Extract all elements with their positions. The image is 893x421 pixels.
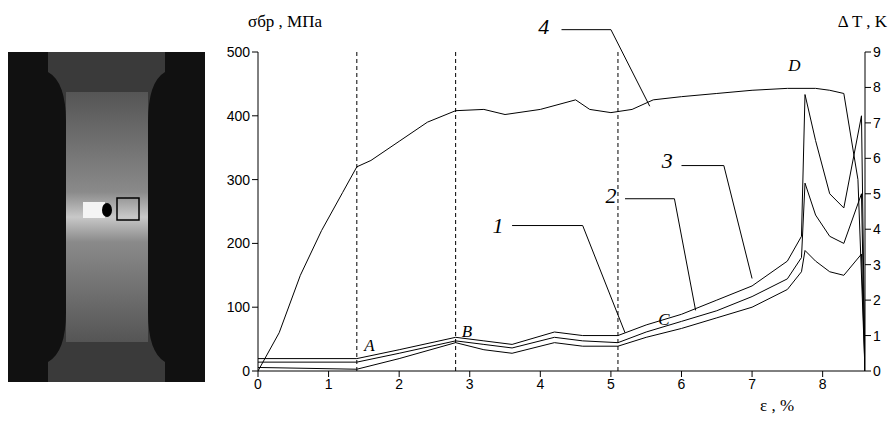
- svg-text:0: 0: [254, 376, 262, 392]
- svg-text:6: 6: [678, 376, 686, 392]
- svg-text:7: 7: [873, 115, 881, 131]
- svg-text:A: A: [363, 336, 375, 355]
- svg-text:0: 0: [242, 363, 250, 379]
- svg-text:4: 4: [536, 376, 544, 392]
- svg-text:2: 2: [605, 183, 616, 208]
- svg-text:5: 5: [607, 376, 615, 392]
- svg-text:8: 8: [873, 79, 881, 95]
- svg-text:D: D: [787, 56, 801, 75]
- html-text:σбр , МПа: σбр , МПа: [248, 12, 322, 31]
- svg-text:7: 7: [748, 376, 756, 392]
- svg-text:3: 3: [466, 376, 474, 392]
- svg-text:3: 3: [661, 148, 673, 173]
- svg-text:300: 300: [227, 172, 251, 188]
- svg-text:B: B: [462, 322, 473, 341]
- svg-text:4: 4: [538, 14, 549, 39]
- svg-text:500: 500: [227, 44, 251, 60]
- svg-text:6: 6: [873, 150, 881, 166]
- svg-text:5: 5: [873, 186, 881, 202]
- svg-text:2: 2: [395, 376, 403, 392]
- svg-text:2: 2: [873, 292, 881, 308]
- svg-text:1: 1: [492, 213, 503, 238]
- svg-text:0: 0: [873, 363, 881, 379]
- svg-text:400: 400: [227, 108, 251, 124]
- svg-text:9: 9: [873, 44, 881, 60]
- svg-text:3: 3: [873, 257, 881, 273]
- svg-text:200: 200: [227, 235, 251, 251]
- svg-text:1: 1: [325, 376, 333, 392]
- svg-text:1: 1: [873, 328, 881, 344]
- svg-text:8: 8: [819, 376, 827, 392]
- html-text:ε , %: ε , %: [760, 396, 795, 415]
- svg-text:C: C: [658, 310, 670, 329]
- html-text:Δ T , K: Δ T , K: [837, 12, 887, 31]
- svg-text:4: 4: [873, 221, 881, 237]
- svg-text:100: 100: [227, 299, 251, 315]
